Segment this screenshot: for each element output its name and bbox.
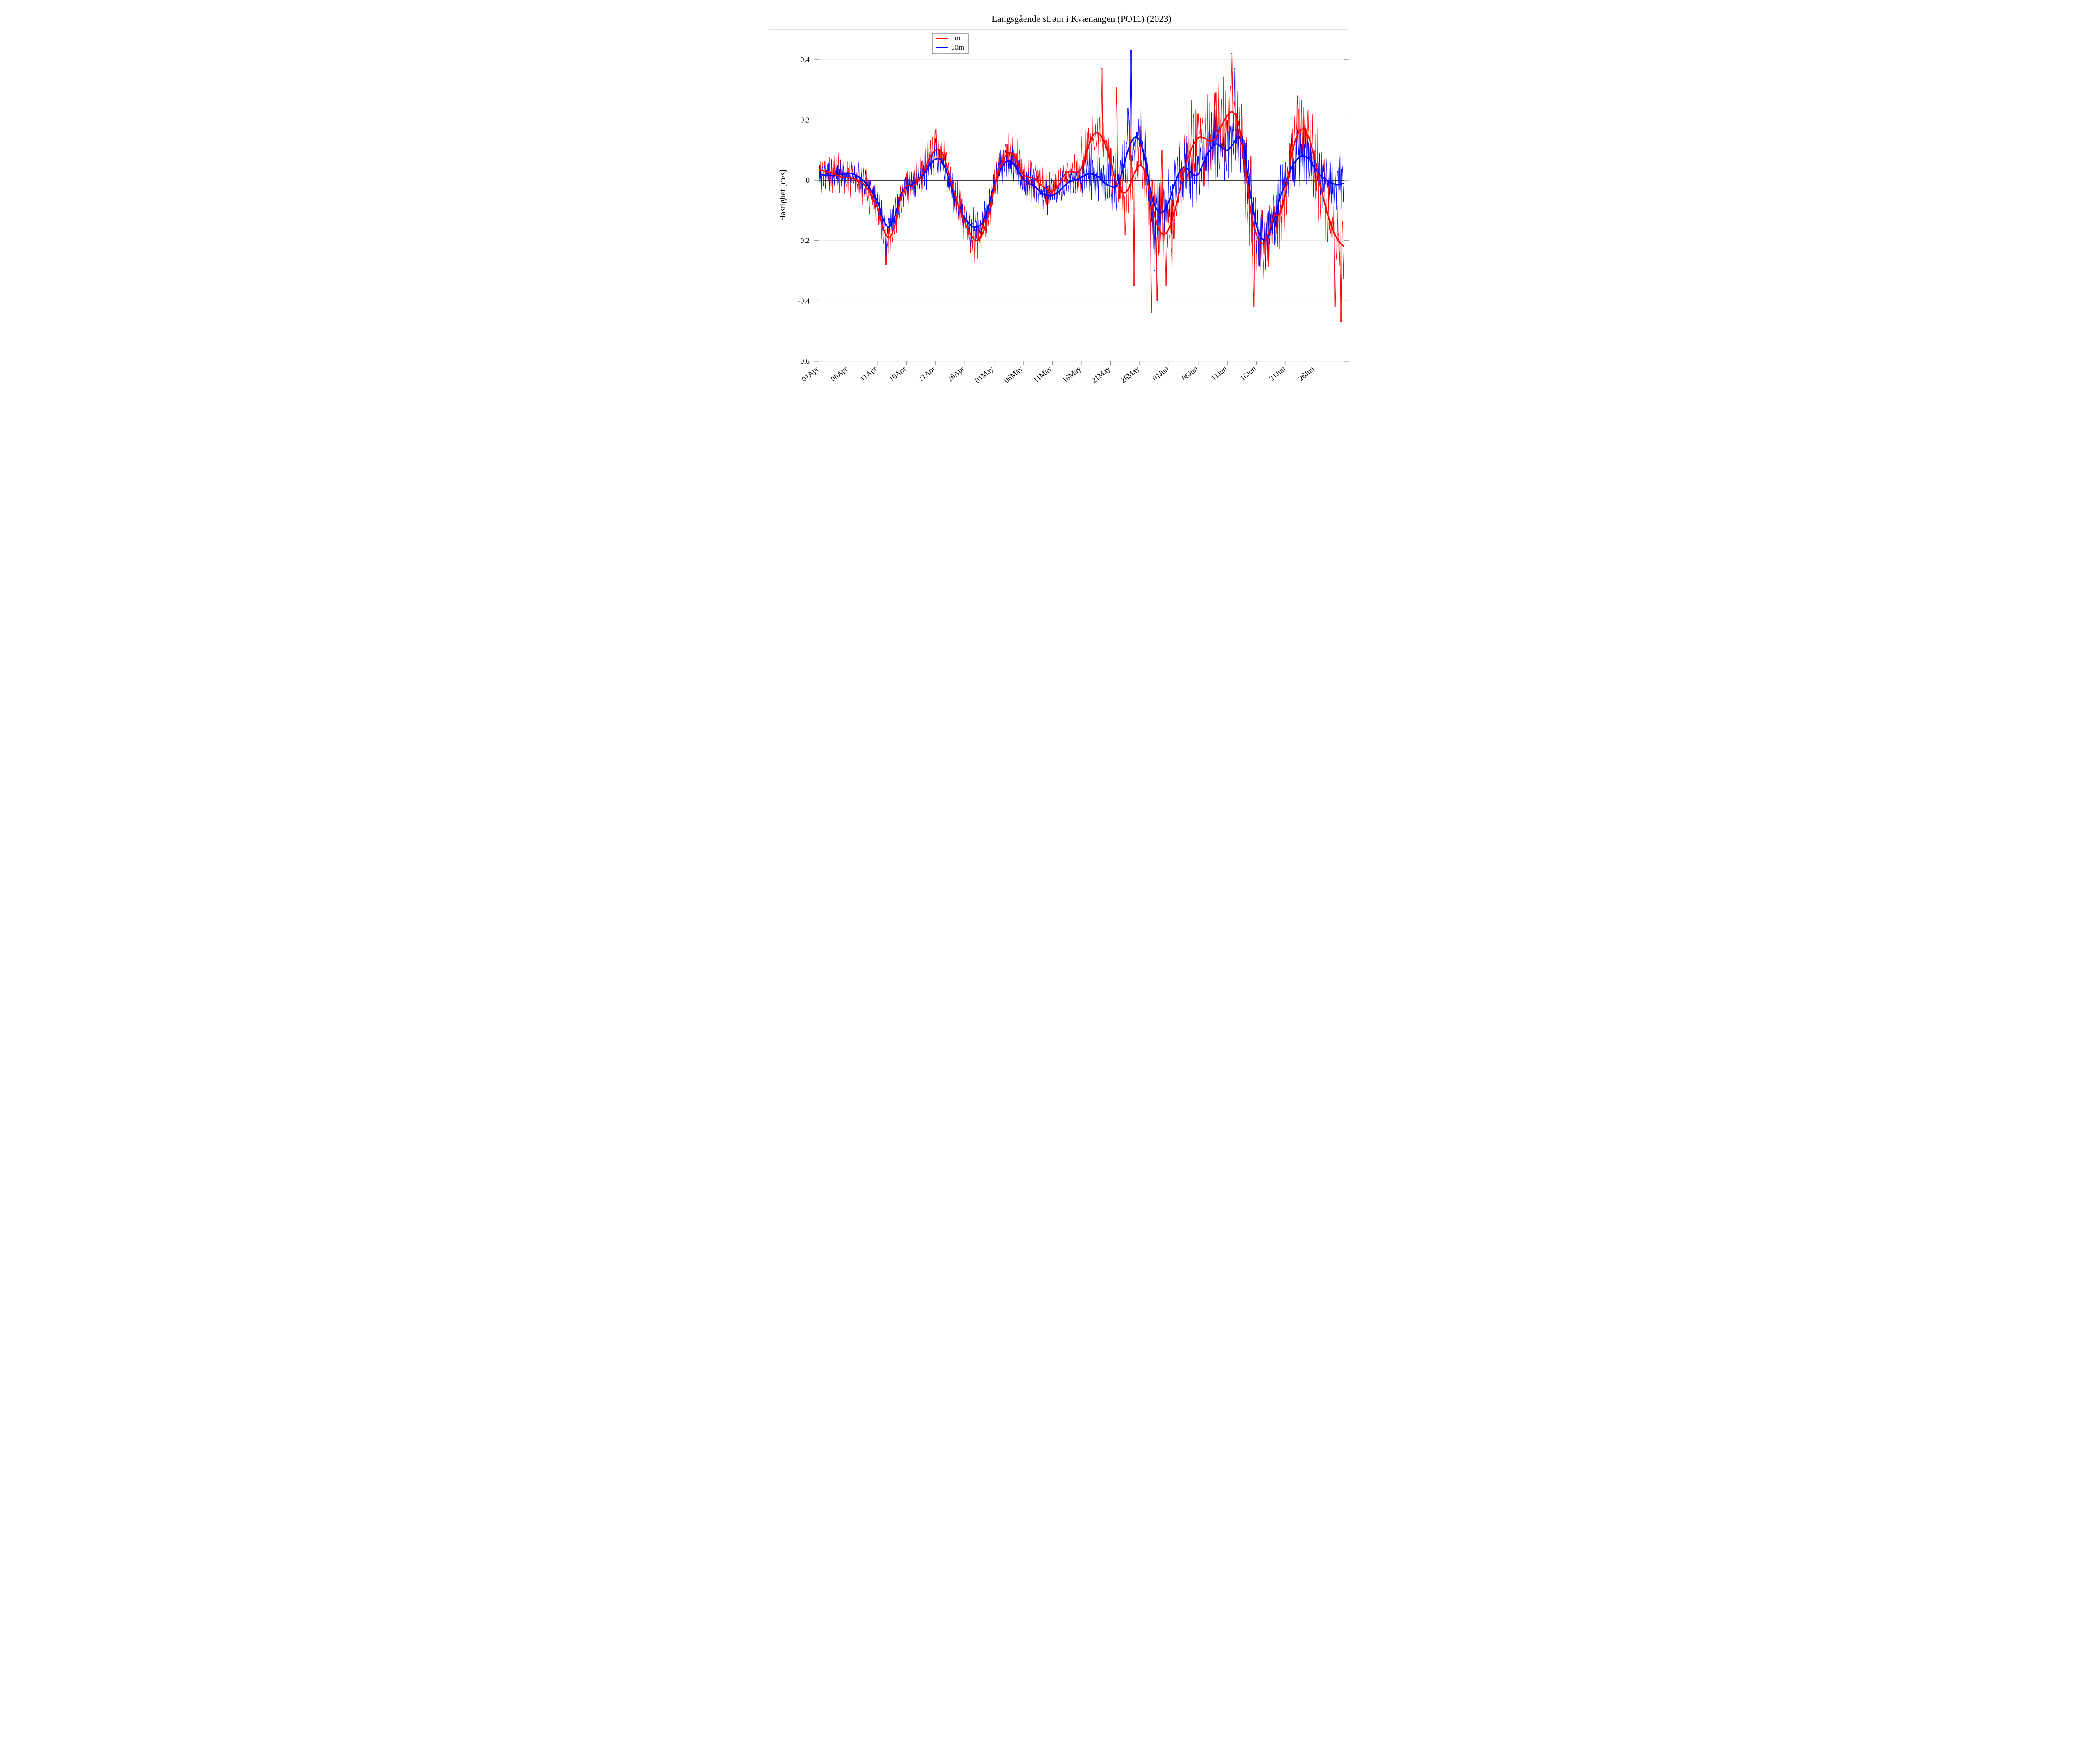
line-chart: -0.6-0.4-0.200.20.401Apr06Apr11Apr16Apr2… (735, 0, 1365, 420)
svg-text:10m: 10m (951, 43, 964, 51)
svg-text:Langsgående strøm i Kvænangen: Langsgående strøm i Kvænangen (PO11) (20… (992, 13, 1171, 24)
svg-text:0: 0 (806, 176, 810, 184)
svg-text:0.4: 0.4 (801, 55, 810, 64)
svg-text:1m: 1m (951, 34, 961, 42)
svg-text:Hastighet [m/s]: Hastighet [m/s] (778, 169, 788, 221)
chart-container: -0.6-0.4-0.200.20.401Apr06Apr11Apr16Apr2… (735, 0, 1365, 420)
svg-text:-0.4: -0.4 (798, 296, 810, 305)
svg-text:-0.2: -0.2 (798, 236, 810, 245)
svg-text:0.2: 0.2 (801, 115, 810, 124)
svg-text:-0.6: -0.6 (798, 357, 810, 365)
